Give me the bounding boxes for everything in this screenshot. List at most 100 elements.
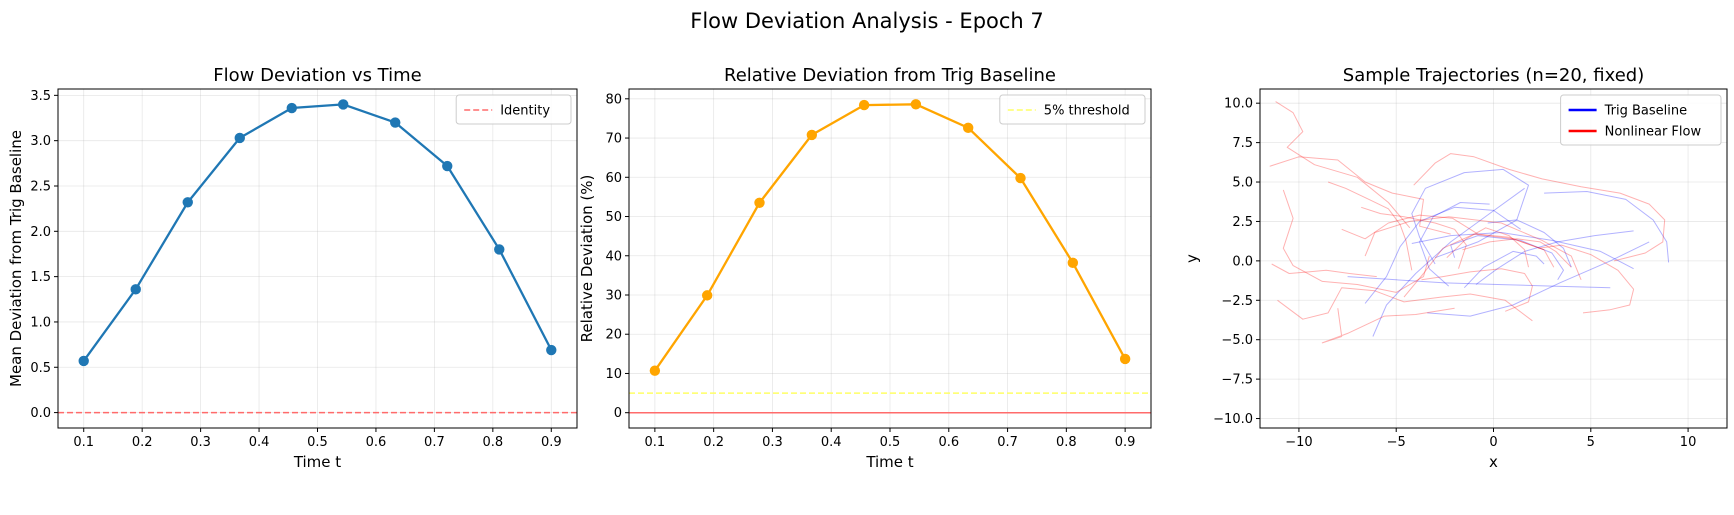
relative-ytick-label: 60	[605, 171, 622, 186]
relative-series-line	[653, 103, 1127, 372]
figure-title: Flow Deviation Analysis - Epoch 7	[690, 9, 1044, 33]
relative-data-point	[1067, 257, 1079, 269]
deviation-data-point	[182, 197, 193, 208]
relative-ytick-label: 40	[605, 249, 622, 264]
trajectories-trig-baseline-path	[1544, 191, 1670, 263]
trajectories-nonlinear-flow-path	[1538, 244, 1635, 314]
trajectories-xtick-label: −5	[1387, 435, 1406, 450]
deviation-ytick-label: 3.5	[30, 89, 51, 104]
relative-data-point	[858, 99, 870, 111]
trajectories-ytick-label: 10.0	[1224, 97, 1253, 112]
deviation-data-point	[78, 355, 89, 367]
trajectories-trig-baseline-path	[1411, 232, 1634, 270]
trajectories-ytick-label: 0.0	[1232, 254, 1253, 269]
relative-ylabel: Relative Deviation (%)	[578, 175, 596, 343]
trajectories-trig-baseline-path	[1427, 241, 1650, 317]
trajectories-trig-baseline-path	[1463, 250, 1545, 289]
trajectories-nonlinear-flow-path	[1446, 227, 1529, 268]
deviation-panel: 0.1 0.2 0.3 0.4 0.5 0.6 0.7 0.8 0.9 0.0 0.5 1.0 1.5 2…	[7, 65, 578, 471]
relative-xtick-label: 0.6	[938, 435, 959, 450]
trajectories-legend-box	[1560, 94, 1722, 146]
trajectories-nonlinear-flow-path	[1403, 233, 1555, 298]
trajectories-panel: −10 −5 0 5 10 −10.0 −7.5 −5.0 −2.5 0.0 2.5 5.0 7.5 10…	[1183, 65, 1728, 471]
relative-xtick-label: 0.4	[821, 435, 842, 450]
trajectories-nonlinear-flow-path	[1277, 287, 1533, 322]
trajectories-nonlinear-flow-path	[1282, 189, 1430, 293]
deviation-ylabel: Mean Deviation from Trig Baseline	[7, 130, 25, 387]
deviation-ytick-label: 0.5	[30, 361, 51, 376]
trajectories-xlabel: x	[1489, 453, 1498, 471]
trajectories-nonlinear-flow-path	[1421, 268, 1533, 312]
deviation-xtick-label: 0.2	[132, 435, 153, 450]
trajectories-ytick-label: 5.0	[1232, 176, 1253, 191]
relative-xtick-label: 0.3	[762, 435, 783, 450]
trajectories-trig-baseline-path	[1487, 219, 1572, 268]
trajectories-trig-baseline-path	[1372, 187, 1525, 337]
deviation-legend: Identity	[455, 94, 572, 125]
trajectories-nonlinear-flow-path	[1321, 307, 1455, 344]
deviation-data-point	[494, 244, 505, 255]
trajectories-ytick-label: −2.5	[1221, 294, 1253, 309]
relative-xtick-label: 0.9	[1115, 435, 1136, 450]
relative-xtick-label: 0.5	[880, 435, 901, 450]
relative-ytick-label: 70	[605, 132, 622, 147]
trajectories-xtick-label: 10	[1680, 435, 1697, 450]
deviation-title: Flow Deviation vs Time	[213, 65, 421, 86]
relative-plot-area	[629, 99, 1151, 414]
relative-xlabel: Time t	[865, 453, 913, 471]
deviation-data-point	[546, 344, 557, 356]
deviation-data-point	[286, 102, 297, 114]
relative-legend-label: 5% threshold	[1044, 104, 1130, 119]
trajectories-xtick-label: 5	[1587, 435, 1595, 450]
deviation-xtick-label: 0.4	[249, 435, 270, 450]
trajectories-trig-baseline-path	[1364, 206, 1521, 304]
trajectories-nonlinear-flow-path	[1271, 263, 1377, 278]
trajectories-trig-baseline-path	[1450, 235, 1564, 281]
deviation-ytick-label: 0.0	[30, 406, 51, 421]
relative-ytick-label: 20	[605, 328, 622, 343]
trajectories-nonlinear-flow-path	[1341, 214, 1545, 251]
deviation-ytick-label: 1.5	[30, 270, 51, 285]
deviation-data-point	[338, 99, 349, 110]
trajectories-nonlinear-flow-path	[1364, 216, 1582, 280]
deviation-ytick-label: 3.0	[30, 134, 51, 149]
deviation-data-point	[390, 117, 401, 128]
trajectories-ytick-label: −7.5	[1221, 373, 1253, 388]
relative-data-point	[1015, 172, 1026, 184]
relative-ytick-label: 10	[605, 367, 622, 382]
deviation-data-point	[234, 132, 245, 144]
deviation-data-point	[442, 160, 453, 172]
trajectories-trig-baseline-path	[1411, 168, 1529, 265]
relative-xtick-label: 0.1	[645, 435, 666, 450]
relative-data-point	[1119, 353, 1131, 365]
relative-legend: 5% threshold	[999, 94, 1146, 125]
trajectories-legend-label: Nonlinear Flow	[1605, 125, 1702, 140]
trajectories-nonlinear-flow-path	[1327, 181, 1413, 271]
deviation-xtick-label: 0.9	[541, 435, 562, 450]
trajectories-legend-label: Trig Baseline	[1604, 104, 1688, 119]
trajectories-xtick-label: −10	[1285, 435, 1312, 450]
deviation-legend-label: Identity	[500, 104, 550, 119]
trajectories-xtick-label: 0	[1489, 435, 1497, 450]
trajectories-plot-area	[1269, 101, 1670, 344]
trajectories-trig-baseline-path	[1347, 276, 1611, 289]
trajectories-trig-baseline-path	[1475, 230, 1634, 285]
relative-panel: 0.1 0.2 0.3 0.4 0.5 0.6 0.7 0.8 0.9 0 10 20 30 40 50 60…	[578, 65, 1152, 471]
deviation-xtick-label: 0.1	[73, 435, 94, 450]
deviation-ytick-label: 1.0	[30, 315, 51, 330]
deviation-series-line	[82, 103, 553, 362]
trajectories-nonlinear-flow-path	[1361, 206, 1467, 269]
trajectories-ytick-label: 2.5	[1232, 215, 1253, 230]
relative-xtick-label: 0.2	[703, 435, 724, 450]
trajectories-nonlinear-flow-path	[1269, 156, 1451, 235]
relative-ytick-label: 80	[605, 92, 622, 107]
trajectories-nonlinear-flow-path	[1413, 153, 1666, 262]
trajectories-ytick-label: −10.0	[1213, 412, 1253, 427]
relative-data-point	[754, 197, 765, 208]
trajectories-ytick-label: −5.0	[1221, 333, 1253, 348]
relative-data-point	[910, 99, 922, 110]
relative-xtick-label: 0.8	[1056, 435, 1077, 450]
relative-ytick-label: 0	[614, 406, 622, 421]
relative-title: Relative Deviation from Trig Baseline	[724, 65, 1056, 86]
